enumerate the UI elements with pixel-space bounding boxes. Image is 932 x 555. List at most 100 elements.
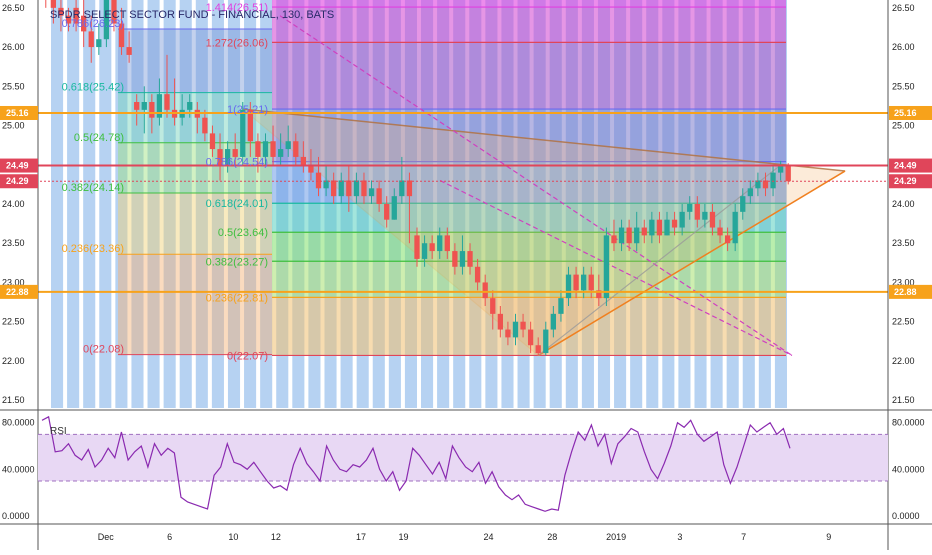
price-tick-label: 26.50 [2, 3, 25, 13]
fib-label: 1(25.21) [227, 104, 268, 116]
candle-body [565, 274, 572, 299]
session-band [244, 0, 257, 408]
candle-body [50, 0, 57, 8]
price-tick-label: 23.50 [892, 238, 915, 248]
session-band [99, 0, 112, 408]
candle-body [399, 180, 405, 197]
price-tick-label: 22.00 [892, 356, 915, 366]
candle-body [255, 141, 261, 157]
price-tick-label: 22.00 [2, 356, 25, 366]
fib-zone [272, 109, 786, 162]
candle-body [126, 47, 132, 55]
pitchfork-line [439, 179, 793, 356]
candle-body [346, 180, 352, 197]
rsi-band [38, 434, 888, 481]
time-tick-label: Dec [98, 532, 115, 542]
candle-body [293, 141, 299, 157]
candle-body [762, 180, 769, 189]
candle-body [65, 15, 72, 24]
price-badge [0, 158, 38, 173]
session-band [83, 0, 96, 408]
candle-body [656, 219, 663, 236]
candle-body [118, 23, 125, 48]
candle-body [558, 298, 564, 314]
candle-body [505, 329, 511, 338]
price-tick-label: 26.00 [892, 42, 915, 52]
price-tick-label: 23.50 [2, 238, 25, 248]
candle-body [149, 102, 155, 118]
pitchfork-line [279, 15, 793, 356]
candle-body [770, 172, 776, 189]
time-axis[interactable]: Dec 6 10 12 17 19 24 28 2019 3 7 9 [0, 523, 932, 542]
candle-body [247, 109, 253, 142]
price-badge-label: 22.88 [894, 287, 917, 297]
time-tick-label: 9 [826, 532, 831, 542]
candle-body [315, 172, 322, 189]
price-tick-label: 21.50 [2, 395, 25, 405]
fib-label: 0.786(26.23) [62, 18, 124, 30]
time-tick-label: 7 [741, 532, 746, 542]
candle-body [111, 0, 117, 24]
fib-zone [272, 297, 786, 356]
candle-body [224, 149, 231, 165]
price-badge-label: 25.16 [6, 108, 29, 118]
fib-label: 1.272(26.06) [206, 37, 268, 49]
price-badge-label: 25.16 [894, 108, 917, 118]
price-tick-label: 23.00 [892, 277, 915, 287]
rsi-tick-label: 40.0000 [2, 464, 35, 474]
price-badge [889, 105, 932, 120]
candle-body [702, 211, 708, 220]
fib-label: 0.382(24.14) [62, 182, 124, 194]
fib-zone [272, 42, 786, 110]
trend-line [537, 170, 846, 357]
price-badge [889, 284, 932, 299]
time-tick-label: 24 [484, 532, 494, 542]
candle-body [88, 31, 94, 48]
candle-body [444, 235, 450, 252]
session-band [195, 0, 208, 408]
candle-body [550, 313, 557, 330]
candle-body [73, 7, 79, 24]
candle-body [527, 329, 534, 346]
fib-label: 0.236(23.36) [62, 243, 124, 255]
candle-body [300, 156, 307, 165]
fib-labels: 1.414(26.51) 1.272(26.06) 1(25.21) 0.786(24… [62, 2, 268, 362]
fib-zone [118, 142, 272, 194]
fib-label: 0(22.08) [83, 344, 124, 356]
candle-body [717, 227, 723, 236]
candle-body [459, 251, 466, 267]
candle-body [277, 149, 284, 157]
candle-body [58, 7, 64, 16]
candle-body [573, 274, 579, 291]
candle-body [596, 290, 602, 299]
chart-title: SPDR SELECT SECTOR FUND - FINANCIAL, 130… [50, 9, 334, 21]
price-badge-label: 22.88 [6, 287, 29, 297]
candle-body [103, 0, 110, 40]
candle-body [694, 204, 700, 220]
candle-body [376, 188, 382, 204]
candle-body [482, 282, 488, 299]
candle-body [156, 94, 163, 118]
time-tick-label: 10 [228, 532, 238, 542]
price-lines [0, 111, 888, 293]
fib-label: 0.382(23.27) [206, 256, 268, 268]
rsi-tick-label: 40.0000 [892, 464, 925, 474]
candle-body [270, 141, 276, 157]
candle-body [164, 94, 170, 110]
drawings [240, 15, 847, 357]
rsi-pane: 80.0000 80.0000 40.0000 40.0000 0.0000 0.0000… [0, 409, 932, 521]
price-badge [0, 284, 38, 299]
price-tick-label: 22.50 [892, 317, 915, 327]
candle-body [202, 117, 208, 134]
time-tick-label: 12 [271, 532, 281, 542]
candle-body [588, 274, 594, 291]
candle-body [217, 149, 223, 165]
candle-body [308, 164, 314, 173]
candle-body [618, 227, 625, 244]
candle-body [232, 149, 238, 157]
candle-body [141, 102, 147, 110]
rsi-tick-label: 0.0000 [2, 511, 30, 521]
fib-zone [272, 7, 786, 43]
time-tick-label: 28 [547, 532, 557, 542]
